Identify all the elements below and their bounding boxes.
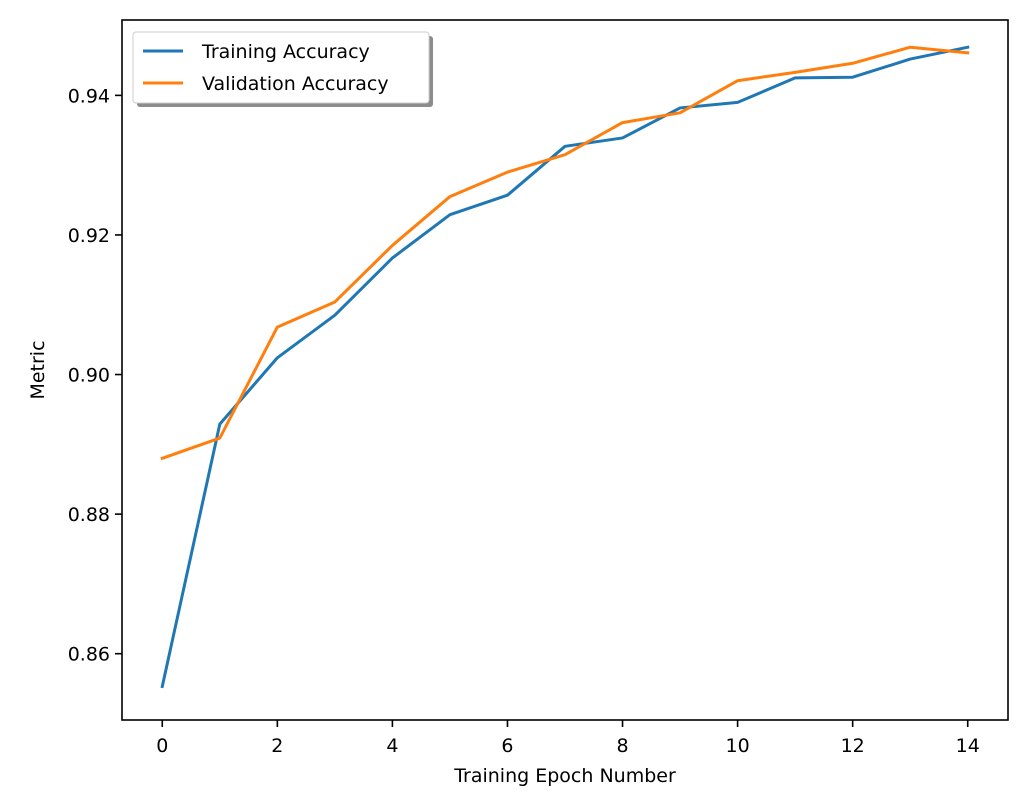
plot-frame [121, 19, 1009, 721]
series-line-validation-accuracy [160, 45, 970, 461]
series-line-training-accuracy [160, 45, 970, 689]
x-tick-label: 4 [386, 735, 398, 757]
x-tick-label: 10 [726, 735, 750, 757]
legend: Training Accuracy Validation Accuracy [132, 31, 433, 107]
legend-label-training: Training Accuracy [201, 41, 370, 63]
y-tick-label: 0.86 [68, 644, 110, 666]
legend-box [132, 31, 430, 104]
x-tick-label: 2 [271, 735, 283, 757]
x-tick-label: 6 [501, 735, 513, 757]
axes-layer: 0 2 4 6 8 10 12 14 0.86 0.88 0.90 0.92 0.94 [68, 19, 1009, 757]
y-tick-label: 0.90 [68, 365, 110, 387]
y-tick-label: 0.94 [68, 85, 110, 107]
x-tick-label: 8 [616, 735, 628, 757]
y-axis-label: Metric [27, 340, 49, 399]
series-layer [160, 45, 970, 689]
y-tick-label: 0.92 [68, 225, 110, 247]
legend-label-validation: Validation Accuracy [202, 73, 389, 95]
x-tick-label: 0 [156, 735, 168, 757]
x-tick-label: 12 [841, 735, 865, 757]
x-tick-label: 14 [956, 735, 980, 757]
y-tick-label: 0.88 [68, 504, 110, 526]
x-axis-label: Training Epoch Number [453, 765, 676, 787]
